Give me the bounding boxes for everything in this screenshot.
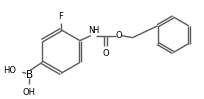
Text: HO: HO bbox=[3, 66, 16, 75]
Text: B: B bbox=[26, 70, 33, 80]
Text: OH: OH bbox=[23, 88, 36, 97]
Text: N: N bbox=[88, 26, 94, 35]
Text: F: F bbox=[59, 12, 63, 21]
Text: O: O bbox=[102, 49, 109, 58]
Text: O: O bbox=[115, 31, 122, 40]
Text: H: H bbox=[92, 26, 99, 35]
